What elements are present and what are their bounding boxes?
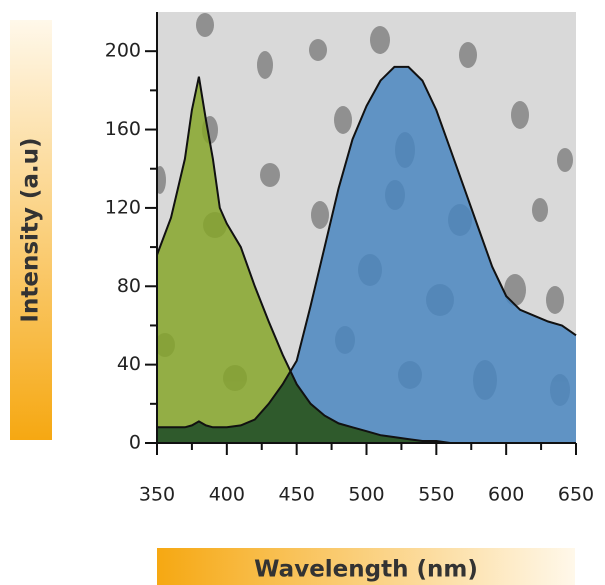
xlabel-bar [157,548,575,585]
x-axis-label: Wavelength (nm) [254,557,478,583]
y-tick-label: 200 [105,40,141,62]
x-tick-label: 400 [209,484,245,506]
y-tick-label: 0 [129,432,141,454]
x-tick-label: 550 [418,484,454,506]
x-tick-label: 600 [488,484,524,506]
y-tick-label: 80 [117,275,141,297]
x-tick-label: 650 [558,484,594,506]
x-tick-label: 500 [348,484,384,506]
y-tick-label: 40 [117,353,141,375]
area-fill [157,66,576,444]
plot-area: 0 40 80 120 160 200 350 400 450 500 550 600 650 [105,12,594,506]
area-outline [157,65,577,429]
x-tick-label: 450 [279,484,315,506]
area-fill [157,76,576,443]
y-axis-label: Intensity (a.u) [18,137,44,322]
ylabel-bar [10,20,52,440]
y-tick-label: 120 [105,196,141,218]
x-tick-label: 350 [139,484,175,506]
y-tick-label: 160 [105,118,141,140]
